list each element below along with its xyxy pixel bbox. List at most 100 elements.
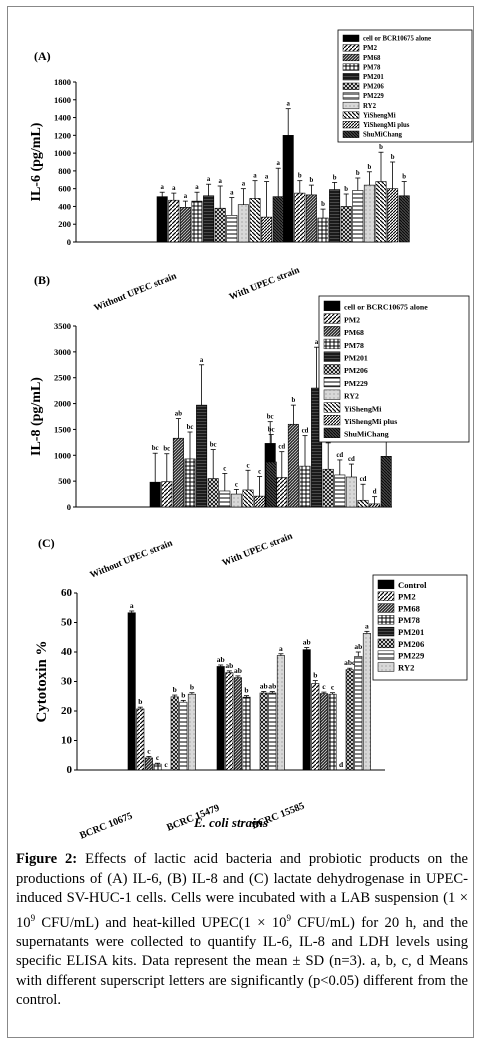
significance-letter: ab [234,666,242,675]
significance-letter: a [160,184,164,191]
bar [282,135,294,243]
bar [362,633,371,771]
legend-label: PM229 [344,379,368,388]
legend-swatch [323,351,341,362]
legend-label: ShuMiChang [363,132,403,139]
significance-letter: b [292,397,296,404]
legend-swatch [377,638,395,649]
significance-letter: b [391,154,395,161]
significance-letter: cd [278,444,285,451]
significance-letter: a [265,174,269,181]
y-tick-label: 40 [61,646,73,658]
y-tick-label: 3000 [54,347,71,357]
bar [311,683,320,771]
bar [254,495,266,508]
significance-letter: a [253,173,257,180]
panel-label: (A) [34,49,51,63]
significance-letter: a [130,601,134,610]
bar [242,489,254,508]
significance-letter: c [147,746,151,755]
y-tick-label: 3500 [54,321,71,331]
significance-letter: bc [210,442,217,449]
significance-letter: b [181,690,185,699]
bar [153,763,162,771]
y-tick-label: 0 [67,237,71,247]
legend-box [337,29,473,143]
legend-label: RY2 [363,103,377,110]
legend-label: RY2 [398,662,414,672]
bar [276,655,285,771]
bar [191,200,203,243]
bar [369,503,381,508]
legend-label: PM201 [363,74,384,81]
significance-letter: cd [348,456,355,463]
y-tick-label: 2500 [54,373,71,383]
significance-letter: b [190,683,194,692]
significance-letter: a [286,101,290,108]
significance-letter: d [373,489,377,496]
bar [302,649,311,771]
significance-letter: c [156,753,160,762]
significance-letter: b [321,201,325,208]
legend-swatch [342,111,360,119]
bar [265,461,277,508]
bar [127,612,136,771]
significance-letter: ab [260,682,268,691]
legend-label: YiShengMi [363,112,396,119]
y-tick-label: 50 [61,617,73,629]
bar [319,693,328,771]
category-label: BCRC 10675 [78,811,134,842]
category-label: With UPEC strain [221,531,295,569]
significance-letter: a [207,176,211,183]
significance-letter: c [331,683,335,692]
bar [230,493,242,508]
bar [340,206,352,243]
bar [322,468,334,508]
y-axis-label: Cytotoxin % [34,640,50,722]
bar [179,207,191,243]
significance-letter: b [298,173,302,180]
significance-letter: cd [336,452,343,459]
legend-label: YiShengMi plus [344,417,397,426]
legend-swatch [377,650,395,660]
bar [375,181,387,243]
bar [345,669,354,771]
bar [299,465,311,508]
bar [179,701,188,771]
legend-swatch [342,44,360,52]
legend-label: PM2 [344,315,360,324]
y-tick-label: 1000 [54,450,71,460]
legend-label: YiShengMi [344,404,382,413]
legend-label: PM78 [398,615,421,625]
legend-swatch [323,326,341,337]
legend-label: PM206 [363,84,384,91]
legend-swatch [342,73,360,81]
significance-letter: c [235,481,238,488]
bar [219,490,231,508]
significance-letter: c [223,465,226,472]
legend-label: cell or BCR10675 alone [363,36,431,43]
significance-letter: b [344,186,348,193]
legend-swatch [342,63,360,71]
y-tick-label: 500 [58,476,71,486]
figure-frame [7,6,474,1038]
bar [294,192,306,243]
y-tick-label: 30 [61,676,73,688]
significance-letter: cd [302,428,309,435]
significance-letter: ab [354,642,362,651]
category-label: Without UPEC strain [93,271,179,313]
y-tick-label: 200 [58,219,71,229]
significance-letter: bc [267,414,274,421]
category-label: With UPEC strain [228,265,302,303]
legend-swatch [377,662,395,672]
x-axis-label: E. coli strains [193,815,268,830]
legend-swatch [377,579,395,590]
y-tick-label: 20 [61,705,73,717]
legend-box [318,295,470,443]
significance-letter: bc [268,427,275,434]
bar [328,693,337,771]
bar [334,474,346,508]
legend-swatch [377,603,395,613]
significance-letter: c [246,462,249,469]
y-tick-label: 60 [61,587,73,599]
